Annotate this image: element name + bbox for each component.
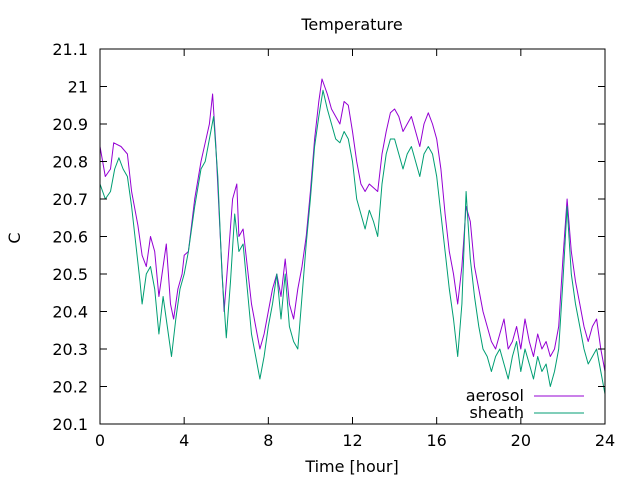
x-tick-label: 24: [595, 431, 615, 450]
y-tick-label: 20.9: [52, 115, 88, 134]
y-tick-label: 21.1: [52, 40, 88, 59]
series-line-sheath: [99, 89, 606, 395]
x-axis-label: Time [hour]: [304, 457, 398, 476]
x-tick-label: 20: [511, 431, 531, 450]
y-tick-label: 20.6: [52, 228, 88, 247]
x-tick-label: 16: [426, 431, 446, 450]
plot-area: [99, 78, 606, 395]
x-tick-label: 8: [263, 431, 273, 450]
y-tick-label: 20.5: [52, 265, 88, 284]
series-line-aerosol: [99, 78, 606, 372]
y-tick-label: 20.1: [52, 415, 88, 434]
plot-frame: [99, 48, 606, 425]
legend-label-sheath: sheath: [469, 403, 524, 422]
x-tick-label: 4: [179, 431, 189, 450]
x-tick-label: 12: [342, 431, 362, 450]
y-tick-label: 21: [68, 78, 88, 97]
y-tick-label: 20.4: [52, 303, 88, 322]
y-tick-label: 20.8: [52, 153, 88, 172]
y-tick-label: 20.7: [52, 190, 88, 209]
y-tick-label: 20.2: [52, 378, 88, 397]
chart-title: Temperature: [300, 15, 402, 34]
y-tick-label: 20.3: [52, 340, 88, 359]
tick-marks: 0 4 8 12 16 20 24 20.1 20.2 20.3 20.4 20.5 20.6 20.7 2…: [52, 40, 615, 450]
legend-label-aerosol: aerosol: [466, 386, 524, 405]
y-axis-label: C: [5, 232, 24, 243]
x-tick-label: 0: [95, 431, 105, 450]
